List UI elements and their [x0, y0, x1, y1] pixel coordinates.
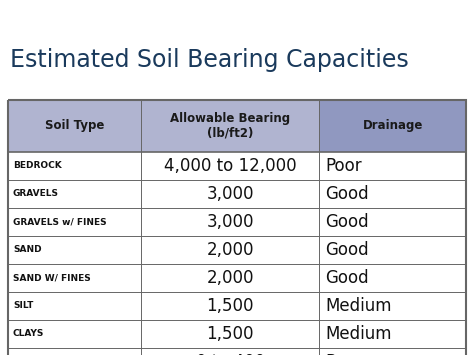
Bar	[141, 100, 319, 152]
Text: 1,500: 1,500	[206, 325, 254, 343]
Text: 1,500: 1,500	[206, 297, 254, 315]
Bar	[8, 208, 466, 236]
Text: Good: Good	[326, 241, 369, 259]
Text: 0 to 400: 0 to 400	[196, 353, 264, 355]
Text: Medium: Medium	[326, 325, 392, 343]
Text: Estimated Soil Bearing Capacities: Estimated Soil Bearing Capacities	[10, 48, 409, 72]
Text: GRAVELS: GRAVELS	[13, 190, 59, 198]
Text: CLAYS: CLAYS	[13, 329, 45, 339]
Bar	[8, 180, 466, 208]
Text: SAND: SAND	[13, 246, 42, 255]
Text: Allowable Bearing
(lb/ft2): Allowable Bearing (lb/ft2)	[170, 112, 290, 140]
Text: 3,000: 3,000	[206, 213, 254, 231]
Text: Medium: Medium	[326, 297, 392, 315]
Text: Poor: Poor	[326, 157, 362, 175]
Text: Poor: Poor	[326, 353, 362, 355]
Bar	[8, 100, 466, 355]
Text: 2,000: 2,000	[206, 241, 254, 259]
Text: Soil Type: Soil Type	[45, 120, 104, 132]
Bar	[8, 292, 466, 320]
Text: Good: Good	[326, 269, 369, 287]
Bar	[8, 100, 141, 152]
Text: Good: Good	[326, 185, 369, 203]
Text: SILT: SILT	[13, 301, 33, 311]
Text: 3,000: 3,000	[206, 185, 254, 203]
Bar	[8, 348, 466, 355]
Bar	[319, 100, 466, 152]
Text: SAND W/ FINES: SAND W/ FINES	[13, 273, 91, 283]
Text: 4,000 to 12,000: 4,000 to 12,000	[164, 157, 296, 175]
Bar	[8, 264, 466, 292]
Bar	[8, 236, 466, 264]
Text: BEDROCK: BEDROCK	[13, 162, 62, 170]
Bar	[8, 152, 466, 180]
Bar	[8, 320, 466, 348]
Text: 2,000: 2,000	[206, 269, 254, 287]
Text: GRAVELS w/ FINES: GRAVELS w/ FINES	[13, 218, 107, 226]
Text: Good: Good	[326, 213, 369, 231]
Text: Drainage: Drainage	[363, 120, 423, 132]
